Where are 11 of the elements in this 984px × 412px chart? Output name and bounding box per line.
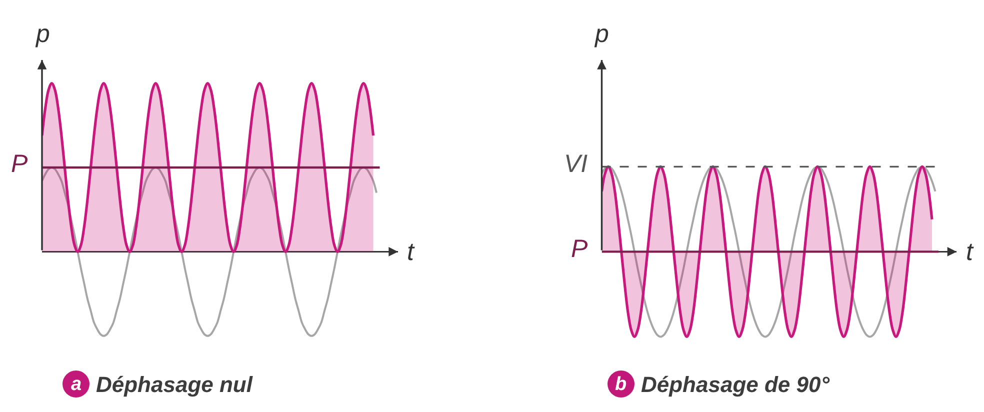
text: Déphasage de 90° xyxy=(641,372,830,397)
y-axis-title: p xyxy=(35,20,50,48)
text: Déphasage nul xyxy=(96,372,254,397)
x-axis-title: t xyxy=(407,238,415,266)
ref-line-label: VI xyxy=(564,150,588,178)
y-axis-title: p xyxy=(594,20,609,48)
ref-line-label: P xyxy=(571,235,588,263)
x-axis-title: t xyxy=(966,238,974,266)
text: a xyxy=(71,374,82,395)
ref-line-label: P xyxy=(11,150,28,178)
text: b xyxy=(615,374,627,395)
